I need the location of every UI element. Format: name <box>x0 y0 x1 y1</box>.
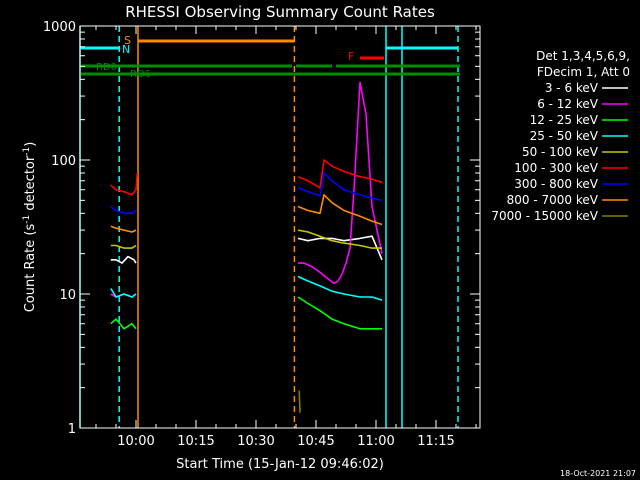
flag-label-s: S <box>124 34 131 47</box>
legend-label-25-50-kev: 25 - 50 keV <box>530 129 599 143</box>
data-layer: NS F RD0 RD6 <box>79 26 460 428</box>
series-50-100-kev-segment-1 <box>297 229 382 249</box>
series-300-800-kev-segment-1 <box>297 172 383 202</box>
legend-label-12-25-kev: 12 - 25 keV <box>530 113 599 127</box>
y-axis-label-sup2: -1 <box>22 147 32 156</box>
footer-timestamp: 18-Oct-2021 21:07 <box>560 469 636 478</box>
axes-layer: 10:00 10:15 10:30 10:45 11:00 11:15 1 10 100 1000 <box>43 20 480 449</box>
x-tick-label-2: 10:30 <box>237 434 274 449</box>
series-6-12-kev-segment-1 <box>298 81 383 285</box>
x-tick-label-1: 10:15 <box>177 434 214 449</box>
legend: Det 1,3,4,5,6,9, FDecim 1, Att 0 3 - 6 k… <box>491 49 630 223</box>
legend-header-detectors: Det 1,3,4,5,6,9, <box>536 49 630 63</box>
series-7000-15000-kev-segment-0 <box>298 390 301 413</box>
series-25-50-kev-segment-0 <box>110 288 137 298</box>
y-axis-label-sup1: -1 <box>22 215 32 224</box>
y-axis-label-main: Count Rate (s <box>23 224 38 313</box>
y-tick-label-2: 100 <box>51 154 76 169</box>
x-tick-label-3: 10:45 <box>297 434 334 449</box>
series-800-7000-kev-segment-1 <box>297 194 383 226</box>
flag-label-rd0: RD0 <box>96 62 117 73</box>
flag-label-n: N <box>122 43 130 56</box>
x-tick-label-4: 11:00 <box>357 434 394 449</box>
legend-label-800-7000-kev: 800 - 7000 keV <box>507 193 599 207</box>
plot-frame <box>79 25 481 429</box>
flag-label-rd6: RD6 <box>130 69 151 80</box>
legend-label-50-100-kev: 50 - 100 keV <box>522 145 599 159</box>
y-axis-label-end: ) <box>23 142 38 147</box>
y-tick-label-0: 1 <box>68 422 76 437</box>
legend-label-7000-15000-kev: 7000 - 15000 keV <box>491 209 598 223</box>
series-100-300-kev-segment-1 <box>297 159 383 189</box>
legend-header-decimation: FDecim 1, Att 0 <box>537 65 630 79</box>
chart-title: RHESSI Observing Summary Count Rates <box>125 3 435 21</box>
y-tick-label-1: 10 <box>59 288 76 303</box>
legend-label-6-12-kev: 6 - 12 keV <box>537 97 599 111</box>
series-3-6-kev-segment-0 <box>110 255 137 264</box>
y-tick-label-3: 1000 <box>43 20 76 35</box>
series-12-25-kev-segment-0 <box>110 318 137 330</box>
series-3-6-kev-segment-1 <box>297 235 383 261</box>
y-axis-label-mid: detector <box>23 155 38 215</box>
series-50-100-kev-segment-0 <box>110 244 137 249</box>
series-100-300-kev-segment-0 <box>110 172 138 196</box>
series-800-7000-kev-segment-0 <box>110 225 137 233</box>
flag-label-f: F <box>348 50 354 63</box>
legend-label-300-800-kev: 300 - 800 keV <box>514 177 598 191</box>
x-tick-label-0: 10:00 <box>117 434 154 449</box>
x-axis-label: Start Time (15-Jan-12 09:46:02) <box>176 457 384 472</box>
series-25-50-kev-segment-1 <box>297 275 383 301</box>
series-12-25-kev-segment-1 <box>297 296 382 330</box>
y-axis-label: Count Rate (s-1 detector-1) <box>22 142 38 313</box>
legend-label-3-6-kev: 3 - 6 keV <box>545 81 599 95</box>
x-tick-label-5: 11:15 <box>417 434 454 449</box>
legend-label-100-300-kev: 100 - 300 keV <box>514 161 598 175</box>
series-300-800-kev-segment-0 <box>110 205 137 215</box>
